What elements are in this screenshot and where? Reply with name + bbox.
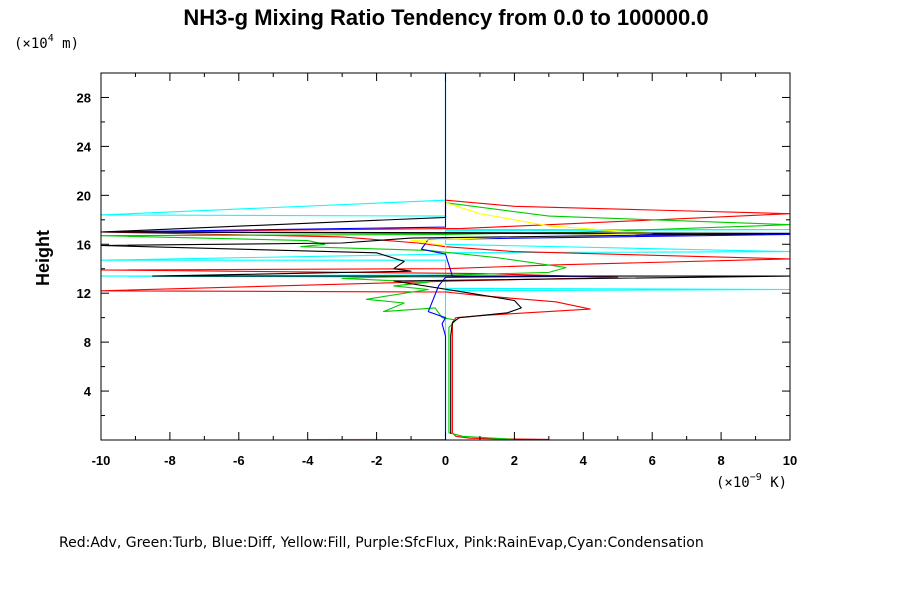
x-unit-suffix: K) xyxy=(762,475,787,491)
x-tick-label: 2 xyxy=(511,453,518,468)
series-line-total xyxy=(101,201,790,434)
x-tick-label: 6 xyxy=(649,453,656,468)
y-tick-label: 4 xyxy=(84,384,92,399)
x-unit-prefix: (×10 xyxy=(716,475,750,491)
chart-title: NH3-g Mixing Ratio Tendency from 0.0 to … xyxy=(183,5,708,30)
x-unit-label: (×10−9 K) xyxy=(716,472,787,491)
y-unit-exponent: 4 xyxy=(48,33,54,44)
y-tick-label: 28 xyxy=(77,90,91,105)
x-tick-label: 8 xyxy=(717,453,724,468)
y-tick-label: 8 xyxy=(84,335,91,350)
series-layer xyxy=(101,73,790,440)
x-tick-label: -4 xyxy=(302,453,314,468)
x-tick-label: -6 xyxy=(233,453,245,468)
x-tick-label: 0 xyxy=(442,453,449,468)
y-tick-label: 20 xyxy=(77,188,91,203)
y-tick-label: 24 xyxy=(77,139,92,154)
series-line-turb xyxy=(101,202,790,440)
x-tick-label: -8 xyxy=(164,453,176,468)
x-tick-label: -2 xyxy=(371,453,383,468)
x-tick-label: 10 xyxy=(783,453,797,468)
x-tick-label: -10 xyxy=(92,453,111,468)
y-tick-label: 16 xyxy=(77,237,91,252)
y-tick-label: 12 xyxy=(77,286,91,301)
series-line-adv xyxy=(101,199,790,440)
x-unit-exponent: −9 xyxy=(750,472,762,483)
y-unit-label: (×104 m) xyxy=(14,33,79,52)
legend-text: Red:Adv, Green:Turb, Blue:Diff, Yellow:F… xyxy=(59,535,704,551)
series-line-fill xyxy=(410,202,653,252)
y-unit-prefix: (×10 xyxy=(14,36,48,52)
x-tick-label: 4 xyxy=(580,453,588,468)
y-axis-label: Height xyxy=(33,230,53,286)
y-unit-suffix: m) xyxy=(54,36,79,52)
